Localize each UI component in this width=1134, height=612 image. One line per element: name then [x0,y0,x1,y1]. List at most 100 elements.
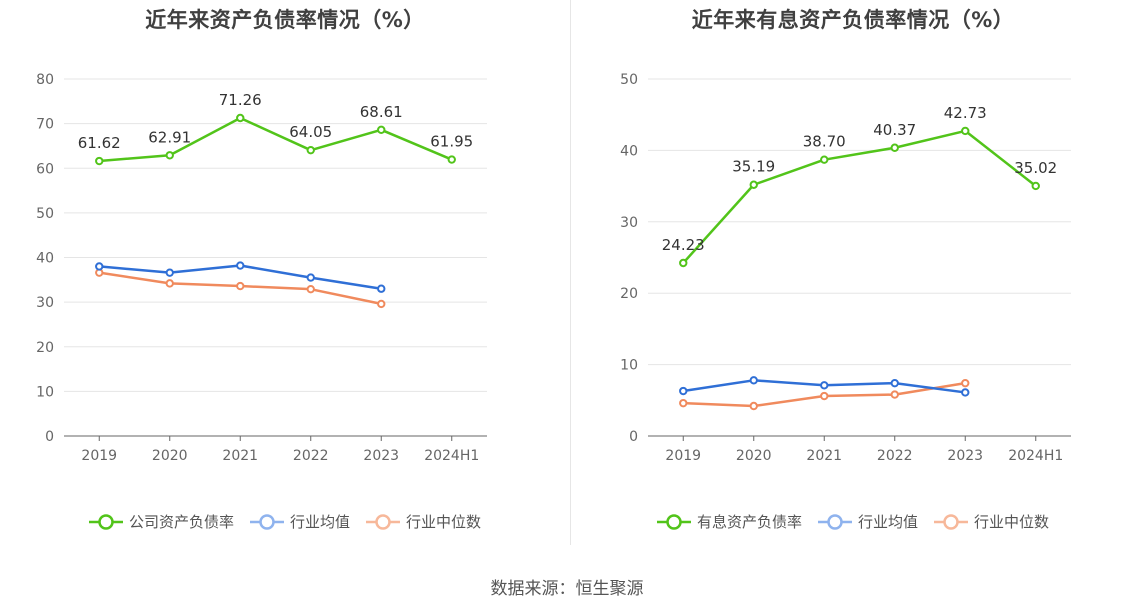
data-point [95,262,104,271]
y-tick-label: 80 [36,72,54,88]
y-tick-label: 30 [36,295,54,311]
data-point [679,398,688,408]
legend-marker-icon [934,513,968,530]
y-tick-label: 60 [36,161,54,177]
x-tick-label: 2019 [81,448,117,464]
data-point [306,273,315,282]
data-point [377,125,386,135]
chart-title: 近年来资产负债率情况（%） [145,8,425,32]
legend-label: 有息资产负债率 [696,513,802,531]
data-point [749,180,758,189]
data-point [306,284,315,294]
data-point [820,155,829,164]
y-tick-label: 20 [620,286,638,302]
legend: 公司资产负债率 行业均值 行业中位数 [0,511,570,532]
x-tick-label: 2020 [736,448,772,464]
data-point [961,378,970,388]
chart-title: 近年来有息资产负债率情况（%） [691,8,1015,32]
series-line [99,116,453,163]
legend-marker-icon [88,513,123,530]
legend-label: 行业中位数 [406,513,482,531]
data-point [377,284,386,293]
x-tick-label: 2021 [222,448,258,464]
y-tick-label: 10 [36,384,54,400]
data-label: 40.37 [873,121,916,139]
x-tick-label: 2021 [806,448,842,464]
y-tick-label: 10 [620,358,638,374]
data-point [236,281,245,291]
legend-label: 行业中位数 [974,513,1050,531]
data-point [679,386,688,396]
data-point [306,145,315,155]
x-tick-label: 2022 [877,448,913,464]
data-point [165,279,174,288]
y-tick-label: 0 [629,429,638,445]
data-label: 42.73 [944,104,987,122]
data-point [679,258,688,268]
data-point [236,113,245,123]
y-tick-label: 0 [45,429,54,445]
data-point [890,143,899,152]
legend-item-industry-avg[interactable]: 行业均值 [249,511,350,532]
x-tick-label: 2024H1 [424,448,479,464]
legend-item-industry-median[interactable]: 行业中位数 [366,511,481,532]
data-point [961,126,970,136]
legend-item-industry-median[interactable]: 行业中位数 [934,511,1049,532]
data-point [377,299,386,309]
y-tick-label: 40 [36,251,54,267]
legend-label: 公司资产负债率 [128,513,234,531]
chart-panel-debt-ratio: 近年来资产负债率情况（%） 0 10 20 30 40 50 60 70 80 2019 2020 2… [0,0,570,545]
x-tick-label: 2024H1 [1008,448,1063,464]
data-point [749,376,758,385]
data-label: 61.95 [430,133,473,151]
data-point [820,381,829,390]
legend-item-company[interactable]: 公司资产负债率 [88,511,234,532]
data-point [95,156,104,166]
panel-divider [570,0,571,545]
data-point [961,388,970,397]
y-tick-label: 30 [620,215,638,231]
data-point [447,155,456,164]
legend-marker-icon [366,513,400,530]
data-point [236,261,245,270]
y-tick-label: 70 [36,117,54,133]
data-label: 24.23 [662,236,705,254]
legend: 有息资产负债率 行业均值 行业中位数 [572,511,1134,532]
line-chart-debt-ratio: 0 10 20 30 40 50 60 70 80 2019 2020 2021 2022 2023 202… [36,72,487,464]
x-tick-label: 2022 [293,448,329,464]
legend-marker-icon [817,513,852,530]
x-tick-label: 2023 [363,448,399,464]
data-point [890,378,899,388]
legend-item-company[interactable]: 有息资产负债率 [656,511,802,532]
legend-label: 行业均值 [857,513,918,531]
data-label: 61.62 [78,134,121,152]
legend-marker-icon [249,513,284,530]
data-label: 64.05 [289,123,332,141]
data-label: 62.91 [148,128,191,146]
series-line [682,129,1037,264]
legend-marker-icon [656,513,691,530]
y-tick-label: 40 [620,143,638,159]
x-tick-label: 2020 [152,448,188,464]
data-point [165,268,174,277]
data-point [1031,181,1040,191]
data-label: 71.26 [219,91,262,109]
data-label: 35.02 [1014,159,1057,177]
x-tick-label: 2019 [665,448,701,464]
chart-panel-interest-debt-ratio: 近年来有息资产负债率情况（%） 0 10 20 30 40 50 2019 2020 2021 2… [572,0,1134,545]
data-point [890,390,899,399]
data-source: 数据来源：恒生聚源 [490,579,644,599]
y-tick-label: 50 [36,206,54,222]
y-tick-label: 50 [620,72,638,88]
data-point [165,151,174,160]
data-label: 68.61 [360,103,403,121]
legend-item-industry-avg[interactable]: 行业均值 [817,511,918,532]
data-point [820,391,829,401]
legend-label: 行业均值 [289,513,350,531]
y-tick-label: 20 [36,340,54,356]
x-tick-label: 2023 [947,448,983,464]
data-point [749,401,758,411]
data-label: 35.19 [732,158,775,176]
line-chart-interest-debt-ratio: 0 10 20 30 40 50 2019 2020 2021 2022 2023 2024H1 24.… [620,72,1071,464]
data-label: 38.70 [803,133,846,151]
